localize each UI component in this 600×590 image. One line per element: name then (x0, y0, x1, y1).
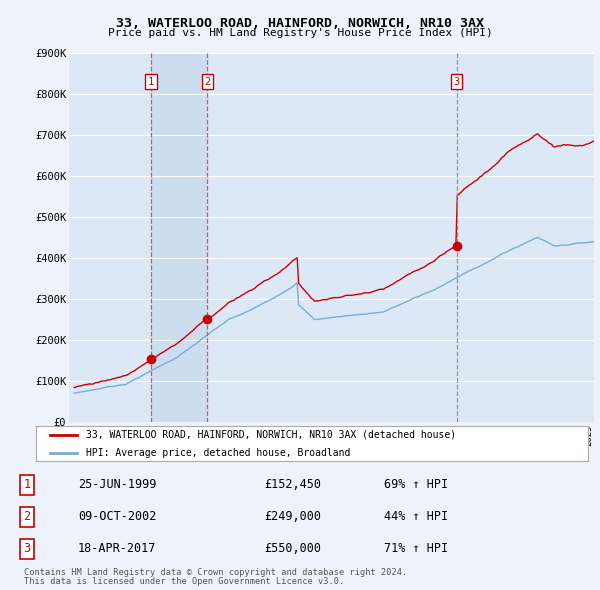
Text: 2: 2 (23, 510, 31, 523)
Text: Contains HM Land Registry data © Crown copyright and database right 2024.: Contains HM Land Registry data © Crown c… (24, 568, 407, 577)
Text: 1: 1 (23, 478, 31, 491)
Text: 3: 3 (23, 542, 31, 555)
Text: £249,000: £249,000 (264, 510, 321, 523)
Text: HPI: Average price, detached house, Broadland: HPI: Average price, detached house, Broa… (86, 448, 350, 457)
Text: 09-OCT-2002: 09-OCT-2002 (78, 510, 157, 523)
Text: 71% ↑ HPI: 71% ↑ HPI (384, 542, 448, 555)
Text: 18-APR-2017: 18-APR-2017 (78, 542, 157, 555)
Text: £550,000: £550,000 (264, 542, 321, 555)
Text: 44% ↑ HPI: 44% ↑ HPI (384, 510, 448, 523)
Bar (151, 53, 208, 422)
Text: £152,450: £152,450 (264, 478, 321, 491)
Text: 69% ↑ HPI: 69% ↑ HPI (384, 478, 448, 491)
Text: 33, WATERLOO ROAD, HAINFORD, NORWICH, NR10 3AX: 33, WATERLOO ROAD, HAINFORD, NORWICH, NR… (116, 17, 484, 30)
Text: This data is licensed under the Open Government Licence v3.0.: This data is licensed under the Open Gov… (24, 577, 344, 586)
Text: 3: 3 (454, 77, 460, 87)
Text: 2: 2 (205, 77, 211, 87)
Text: Price paid vs. HM Land Registry's House Price Index (HPI): Price paid vs. HM Land Registry's House … (107, 28, 493, 38)
Text: 33, WATERLOO ROAD, HAINFORD, NORWICH, NR10 3AX (detached house): 33, WATERLOO ROAD, HAINFORD, NORWICH, NR… (86, 430, 456, 440)
Text: 1: 1 (148, 77, 154, 87)
Text: 25-JUN-1999: 25-JUN-1999 (78, 478, 157, 491)
